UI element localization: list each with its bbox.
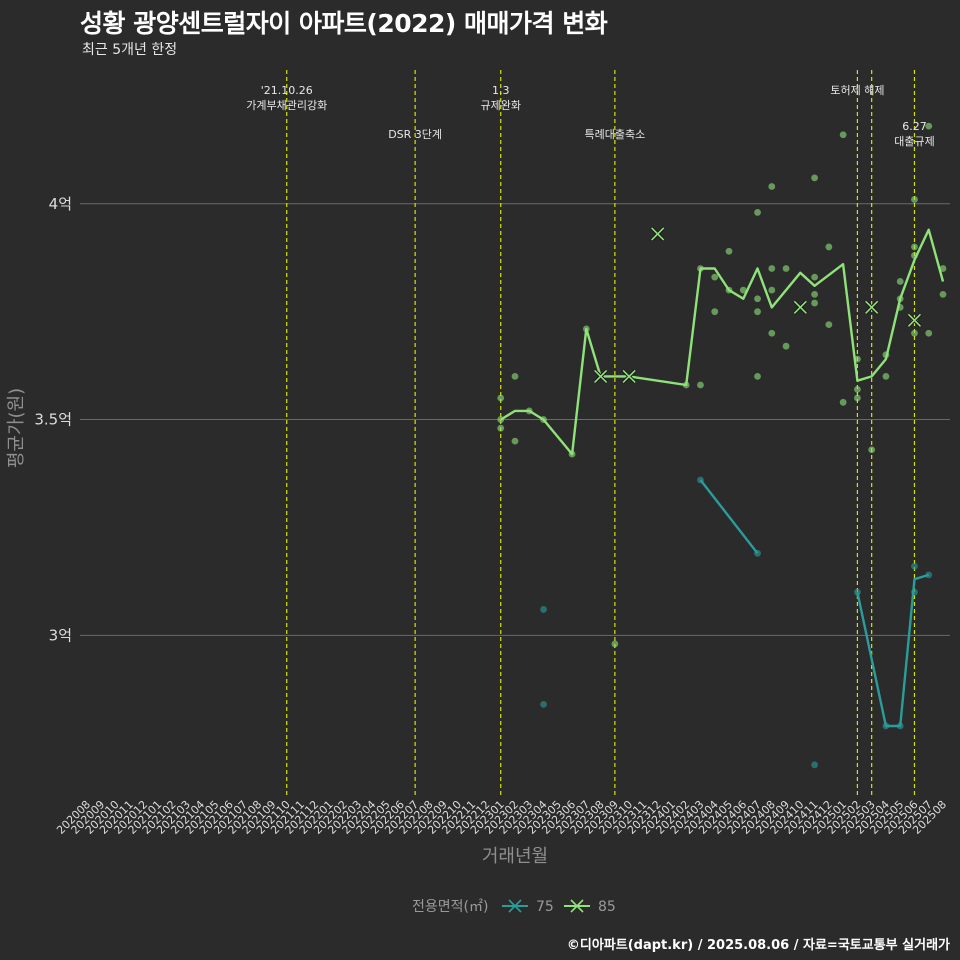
legend-swatch-cross [508,899,522,913]
chart-title: 성황 광양센트럴자이 아파트(2022) 매매가격 변화 [80,9,608,38]
data-point [839,131,847,139]
data-point [540,606,547,613]
event-label: 1.3 [492,84,510,97]
data-point [782,265,790,272]
data-point [497,394,505,402]
event-label: 규제완화 [480,99,520,112]
data-point [725,247,733,255]
event-label: 토허제 해제 [830,83,884,97]
data-point [768,183,776,190]
event-label: DSR 3단계 [388,128,442,141]
series-line [500,228,945,456]
x-axis-ticks: 2020082020092020102020112020122021012021… [54,798,949,837]
x-axis-title: 거래년월 [482,846,548,867]
legend: 전용면적(㎡) 75 85 [412,899,616,915]
data-point [911,562,918,570]
event-label: 가계부채관리강화 [246,99,327,112]
chart-subtitle: 최근 5개년 한정 [82,42,178,58]
data-point [811,273,818,281]
data-point [854,588,861,596]
data-point [540,700,547,708]
data-point [839,398,847,406]
data-point [811,174,818,182]
data-point [911,329,918,337]
data-point [811,291,818,298]
legend-swatch-cross [570,899,584,913]
data-point [939,291,947,298]
data-point [739,286,747,294]
data-point [939,265,947,272]
data-point [511,372,519,380]
data-point [911,243,918,251]
data-point [782,342,790,350]
data-point [611,640,619,648]
y-tick-label: 4억 [49,195,72,213]
legend-label: 75 [536,899,554,915]
data-point [868,446,876,454]
legend-title: 전용면적(㎡) [412,899,488,915]
cross-marker [651,227,665,241]
event-label: 6.27 [902,120,927,133]
cross-marker [907,313,922,327]
legend-label: 85 [598,899,616,915]
data-point [754,295,761,303]
data-point [754,209,761,216]
cross-marker [594,369,608,383]
series-line [699,479,759,555]
data-point [925,122,933,130]
data-point [925,329,933,337]
data-point [825,243,833,251]
event-label: '21.10.26 [261,84,313,97]
y-axis-ticks: 3억 3.5억 4억 [34,195,72,645]
data-point [882,372,890,380]
data-point [697,381,704,389]
data-point [911,196,918,203]
data-point [497,424,505,432]
data-point [768,286,776,294]
data-point [711,273,719,281]
data-point [811,761,818,769]
series-line [856,573,930,728]
event-label: 특례대출축소 [584,128,645,141]
cross-marker [793,300,807,314]
data-point [754,308,761,316]
data-point [811,299,818,307]
y-tick-label: 3억 [49,626,72,644]
y-tick-label: 3.5억 [34,411,72,429]
data-series [497,122,947,769]
cross-marker [622,369,636,383]
data-point [754,372,761,380]
cross-marker [865,300,879,314]
data-point [896,278,904,285]
y-gridlines [80,203,950,636]
event-label: 대출규제 [894,135,934,148]
data-point [711,308,719,316]
data-point [768,329,776,337]
data-point [768,265,776,272]
y-axis-title: 평균가(원) [6,388,27,468]
data-point [854,385,861,393]
source-caption: ©디아파트(dapt.kr) / 2025.08.06 / 자료=국토교통부 실… [566,938,950,953]
data-point [511,437,519,445]
data-point [854,394,861,402]
data-point [825,321,833,329]
